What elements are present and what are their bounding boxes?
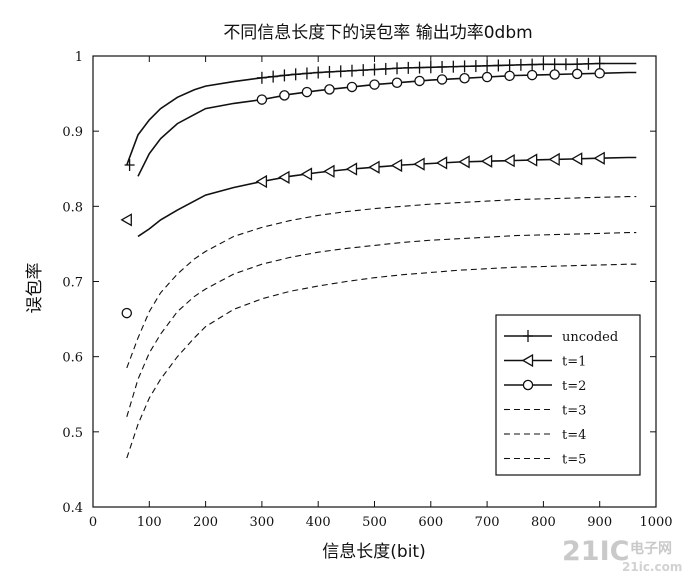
x-tick-label: 100 bbox=[137, 515, 162, 530]
triangle-marker bbox=[435, 156, 448, 170]
watermark-site-cn: 电子网 bbox=[630, 540, 672, 557]
triangle-marker bbox=[300, 167, 313, 181]
watermark-site-url: 21ic.com bbox=[622, 560, 682, 574]
triangle-marker bbox=[548, 152, 560, 167]
legend-item: t=2 bbox=[504, 379, 586, 394]
triangle-marker bbox=[413, 157, 425, 171]
circle-marker bbox=[346, 81, 358, 93]
y-tick-label: 1 bbox=[75, 50, 83, 65]
legend-item: t=1 bbox=[504, 353, 586, 370]
circle-marker bbox=[571, 68, 583, 80]
series-t-5 bbox=[126, 263, 637, 459]
x-tick-label: 500 bbox=[362, 515, 387, 530]
x-tick-label: 200 bbox=[193, 515, 218, 530]
y-tick-label: 0.5 bbox=[62, 426, 83, 441]
x-tick-label: 0 bbox=[89, 515, 97, 530]
series-t-1 bbox=[120, 151, 637, 238]
series-layer bbox=[120, 57, 637, 459]
triangle-marker bbox=[345, 162, 358, 176]
legend-label: t=2 bbox=[562, 379, 586, 394]
circle-marker bbox=[549, 69, 560, 80]
circle-marker bbox=[504, 70, 515, 82]
circle-marker bbox=[301, 86, 313, 98]
circle-marker bbox=[436, 74, 448, 85]
triangle-marker bbox=[323, 164, 335, 178]
triangle-marker bbox=[593, 151, 605, 165]
triangle-marker bbox=[458, 155, 470, 169]
legend-item: t=4 bbox=[504, 428, 586, 443]
legend: uncoded t=1 t=2 t=3 t=4 t=5 bbox=[495, 314, 641, 476]
x-tick-label: 300 bbox=[249, 515, 274, 530]
triangle-marker bbox=[368, 160, 380, 174]
series-t-4 bbox=[126, 232, 637, 417]
circle-marker bbox=[459, 72, 470, 84]
legend-label: uncoded bbox=[562, 330, 618, 345]
circle-marker bbox=[324, 84, 335, 95]
triangle-marker bbox=[525, 153, 538, 167]
triangle-marker bbox=[570, 152, 583, 166]
legend-label: t=3 bbox=[562, 404, 586, 419]
axis-ticks: 0 100 200 300 400 500 600 700 800 900 1000 0.4 0.5 0.… bbox=[62, 50, 672, 530]
triangle-marker bbox=[521, 353, 534, 368]
series-line bbox=[126, 263, 637, 459]
x-tick-label: 1000 bbox=[639, 515, 672, 530]
circle-marker bbox=[391, 77, 403, 89]
watermark-brand: 21IC bbox=[562, 536, 629, 567]
circle-marker bbox=[526, 69, 538, 81]
series-uncoded bbox=[124, 57, 637, 171]
circle-marker bbox=[522, 379, 534, 391]
y-axis-label: 误包率 bbox=[25, 263, 45, 314]
triangle-marker bbox=[503, 154, 515, 168]
x-tick-label: 900 bbox=[587, 515, 612, 530]
legend-label: t=5 bbox=[562, 453, 586, 468]
y-tick-label: 0.6 bbox=[62, 351, 83, 366]
legend-label: t=1 bbox=[562, 355, 586, 370]
legend-item: uncoded bbox=[504, 330, 618, 345]
x-tick-label: 600 bbox=[418, 515, 443, 530]
series-line bbox=[126, 196, 637, 369]
series-line bbox=[126, 232, 637, 417]
x-axis-label: 信息长度(bit) bbox=[322, 542, 425, 562]
triangle-marker bbox=[390, 158, 403, 173]
circle-marker bbox=[256, 94, 268, 105]
circle-marker bbox=[121, 307, 133, 319]
triangle-marker bbox=[278, 170, 290, 184]
legend-item: t=5 bbox=[504, 453, 586, 468]
triangle-marker bbox=[255, 174, 268, 189]
legend-item: t=3 bbox=[504, 404, 586, 419]
circle-marker bbox=[481, 71, 493, 83]
y-tick-label: 0.9 bbox=[62, 125, 83, 140]
chart-title: 不同信息长度下的误包率 输出功率0dbm bbox=[223, 23, 532, 43]
circle-marker bbox=[414, 75, 425, 87]
legend-label: t=4 bbox=[562, 428, 586, 443]
series-t-3 bbox=[126, 196, 637, 369]
circle-marker bbox=[279, 90, 290, 101]
watermark-logo: 21IC 电子网 21ic.com bbox=[562, 536, 682, 574]
x-tick-label: 400 bbox=[306, 515, 331, 530]
y-tick-label: 0.7 bbox=[62, 276, 83, 291]
triangle-marker bbox=[120, 213, 132, 227]
circle-marker bbox=[369, 79, 380, 90]
circle-marker bbox=[594, 68, 605, 79]
x-tick-label: 700 bbox=[475, 515, 500, 530]
series-t-2 bbox=[121, 68, 637, 319]
y-tick-label: 0.8 bbox=[62, 200, 83, 215]
x-tick-label: 800 bbox=[531, 515, 556, 530]
triangle-marker bbox=[480, 154, 493, 168]
legend-box bbox=[495, 314, 641, 476]
y-tick-label: 0.4 bbox=[62, 501, 83, 516]
